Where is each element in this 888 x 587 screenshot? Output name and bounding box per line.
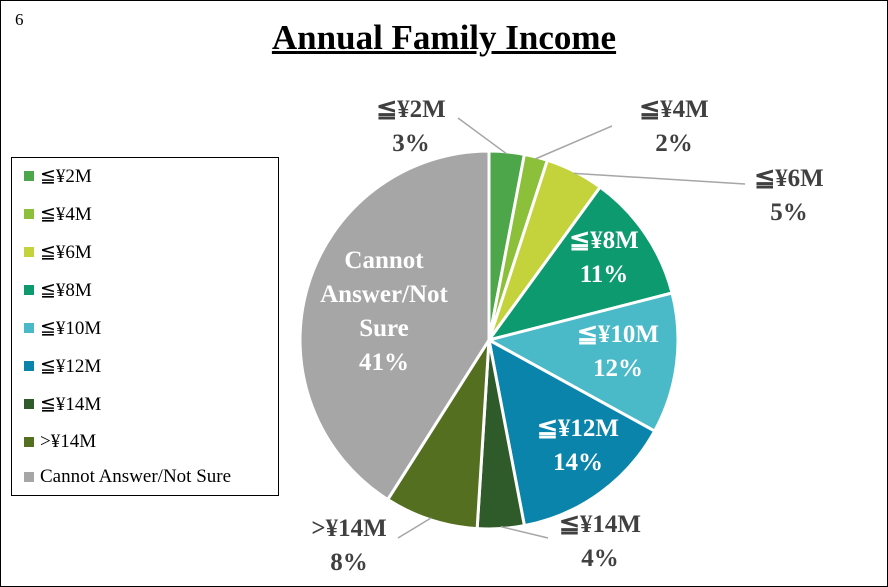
legend-swatch xyxy=(24,285,34,295)
slice-data-label: ≦¥8M 11% xyxy=(569,227,639,288)
legend-swatch xyxy=(24,399,34,409)
slice-category-label: >¥14M xyxy=(311,515,386,542)
slice-category-label: Cannot xyxy=(344,247,424,274)
legend-item: >¥14M xyxy=(24,431,96,453)
leader-line xyxy=(457,117,508,155)
slice-category-label: Sure xyxy=(359,315,409,342)
slice-percent-label: 3% xyxy=(392,130,430,157)
legend-item: ≦¥8M xyxy=(24,279,92,301)
legend-label: ≦¥12M xyxy=(40,355,102,377)
slice-data-label: ≦¥6M 5% xyxy=(754,165,824,226)
legend-swatch xyxy=(24,171,34,181)
legend-swatch xyxy=(24,437,34,447)
chart-legend: ≦¥2M ≦¥4M ≦¥6M ≦¥8M ≦¥10M ≦¥12M ≦¥14M >¥… xyxy=(11,157,279,496)
slice-percent-label: 41% xyxy=(359,349,409,376)
slice-percent-label: 8% xyxy=(330,549,368,576)
legend-label: ≦¥6M xyxy=(40,241,92,263)
slice-percent-label: 5% xyxy=(770,199,808,226)
legend-label: ≦¥14M xyxy=(40,393,102,415)
slice-data-label: ≦¥4M 2% xyxy=(639,96,709,157)
slice-data-label: ≦¥12M 14% xyxy=(537,415,619,476)
slice-percent-label: 4% xyxy=(581,545,619,572)
slice-category-label: Answer/Not xyxy=(320,281,448,308)
legend-swatch xyxy=(24,472,34,482)
legend-label: ≦¥8M xyxy=(40,279,92,301)
leader-line xyxy=(573,172,746,185)
slice-category-label: ≦¥14M xyxy=(559,511,641,538)
pie-slice xyxy=(484,291,680,434)
slice-category-label: ≦¥8M xyxy=(569,227,639,254)
chart-title: Annual Family Income xyxy=(271,18,617,57)
slice-data-label: ≦¥10M 12% xyxy=(577,321,659,382)
slice-category-label: ≦¥12M xyxy=(537,415,619,442)
slice-category-label: ≦¥4M xyxy=(639,96,709,123)
slice-data-label: >¥14M 8% xyxy=(311,515,386,576)
leader-line xyxy=(535,125,613,160)
legend-item: ≦¥2M xyxy=(24,165,92,187)
legend-item: ≦¥4M xyxy=(24,203,92,225)
legend-item: ≦¥12M xyxy=(24,355,101,377)
slice-category-label: ≦¥2M xyxy=(376,96,446,123)
slice-category-label: ≦¥6M xyxy=(754,165,824,192)
legend-item: ≦¥14M xyxy=(24,393,101,415)
legend-swatch xyxy=(24,209,34,219)
slice-percent-label: 14% xyxy=(553,449,603,476)
legend-item: Cannot Answer/Not Sure xyxy=(24,466,231,488)
pie-slice xyxy=(485,185,674,343)
slice-data-label: ≦¥14M 4% xyxy=(559,511,641,572)
slice-data-label: ≦¥2M 3% xyxy=(376,96,446,157)
pie-slice xyxy=(486,337,657,528)
legend-label: ≦¥10M xyxy=(40,317,102,339)
legend-swatch xyxy=(24,361,34,371)
slice-percent-label: 11% xyxy=(580,261,629,288)
slice-percent-label: 12% xyxy=(593,355,643,382)
pie-slice xyxy=(385,339,491,531)
legend-label: ≦¥4M xyxy=(40,203,92,225)
legend-item: ≦¥6M xyxy=(24,241,92,263)
page-number: 6 xyxy=(15,10,24,29)
legend-item: ≦¥10M xyxy=(24,317,101,339)
slice-category-label: ≦¥10M xyxy=(577,321,659,348)
slice-data-label: Cannot Answer/Not Sure 41% xyxy=(320,247,448,376)
legend-swatch xyxy=(24,323,34,333)
legend-swatch xyxy=(24,247,34,257)
slice-percent-label: 2% xyxy=(655,130,693,157)
legend-label: Cannot Answer/Not Sure xyxy=(40,466,232,487)
leader-line xyxy=(500,525,549,539)
legend-label: >¥14M xyxy=(40,431,97,452)
pie-slice xyxy=(298,149,491,502)
legend-label: ≦¥2M xyxy=(40,165,92,187)
leader-line xyxy=(397,517,432,539)
